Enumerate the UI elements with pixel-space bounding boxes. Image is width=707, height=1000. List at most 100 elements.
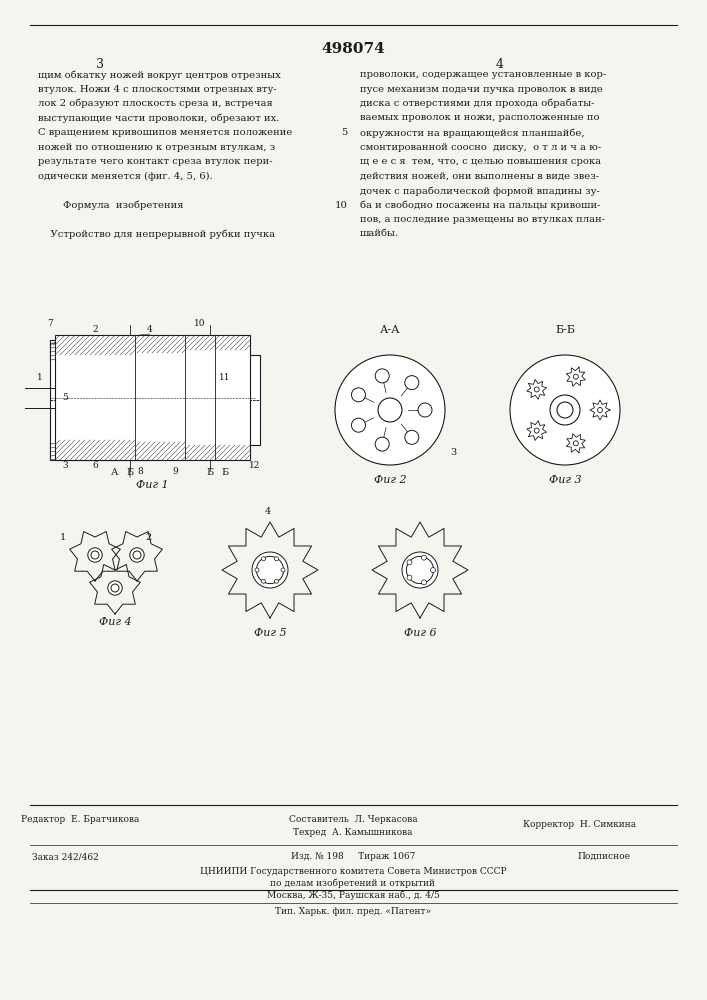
Circle shape <box>351 388 366 402</box>
Circle shape <box>375 437 390 451</box>
Text: пов, а последние размещены во втулках план-: пов, а последние размещены во втулках пл… <box>360 215 605 224</box>
Text: ба и свободно посажены на пальцы кривоши-: ба и свободно посажены на пальцы кривоши… <box>360 200 600 210</box>
Text: Устройство для непрерывной рубки пучка: Устройство для непрерывной рубки пучка <box>38 230 275 239</box>
Circle shape <box>351 418 366 432</box>
Text: Фиг 3: Фиг 3 <box>549 475 581 485</box>
Text: Фиг 5: Фиг 5 <box>254 628 286 638</box>
Text: 6: 6 <box>92 460 98 470</box>
Text: 2: 2 <box>145 533 151 542</box>
Text: 4: 4 <box>265 507 271 516</box>
Text: 5: 5 <box>62 393 68 402</box>
Text: 4: 4 <box>147 326 153 334</box>
Text: Б-Б: Б-Б <box>555 325 575 335</box>
Text: 3: 3 <box>450 448 456 457</box>
Text: С вращением кривошипов меняется положение: С вращением кривошипов меняется положени… <box>38 128 293 137</box>
Text: 3: 3 <box>96 58 104 71</box>
Circle shape <box>133 551 141 559</box>
Bar <box>150 345 210 455</box>
Text: Тип. Харьк. фил. пред. «Патент»: Тип. Харьк. фил. пред. «Патент» <box>275 907 431 916</box>
Text: действия ножей, они выполнены в виде звез-: действия ножей, они выполнены в виде зве… <box>360 172 599 180</box>
Circle shape <box>252 552 288 588</box>
Text: 12: 12 <box>250 460 261 470</box>
Text: Формула  изобретения: Формула изобретения <box>38 200 184 210</box>
Text: А-А: А-А <box>380 325 400 335</box>
Text: Редактор  Е. Братчикова: Редактор Е. Братчикова <box>21 815 139 824</box>
Text: Фиг 6: Фиг 6 <box>404 628 436 638</box>
Text: шайбы.: шайбы. <box>360 230 399 238</box>
Circle shape <box>111 584 119 592</box>
Text: ножей по отношению к отрезным втулкам, з: ножей по отношению к отрезным втулкам, з <box>38 142 275 151</box>
Circle shape <box>262 579 266 583</box>
Text: щ е е с я  тем, что, с целью повышения срока: щ е е с я тем, что, с целью повышения ср… <box>360 157 601 166</box>
Text: 11: 11 <box>219 373 230 382</box>
Text: Москва, Ж-35, Раушская наб., д. 4/5: Москва, Ж-35, Раушская наб., д. 4/5 <box>267 891 440 900</box>
Circle shape <box>378 398 402 422</box>
Circle shape <box>405 376 419 390</box>
Circle shape <box>130 548 144 562</box>
Text: 1: 1 <box>37 373 43 382</box>
Text: Составитель  Л. Черкасова: Составитель Л. Черкасова <box>288 815 417 824</box>
Text: Корректор  Н. Симкина: Корректор Н. Симкина <box>523 820 636 829</box>
Circle shape <box>262 557 266 561</box>
Circle shape <box>534 428 539 433</box>
Text: Фиг 1: Фиг 1 <box>136 480 169 490</box>
Text: по делам изобретений и открытий: по делам изобретений и открытий <box>271 879 436 888</box>
Circle shape <box>573 441 578 446</box>
Text: 5: 5 <box>341 128 348 137</box>
Text: Б: Б <box>206 468 214 477</box>
Circle shape <box>407 560 412 565</box>
Text: ваемых проволок и ножи, расположенные по: ваемых проволок и ножи, расположенные по <box>360 113 600 122</box>
Text: втулок. Ножи 4 с плоскостями отрезных вту-: втулок. Ножи 4 с плоскостями отрезных вт… <box>38 85 276 94</box>
Text: проволоки, содержащее установленные в кор-: проволоки, содержащее установленные в ко… <box>360 70 606 79</box>
Circle shape <box>91 551 99 559</box>
Text: Фиг 4: Фиг 4 <box>99 617 132 627</box>
Text: диска с отверстиями для прохода обрабаты-: диска с отверстиями для прохода обрабаты… <box>360 99 595 108</box>
Circle shape <box>335 355 445 465</box>
Bar <box>210 355 260 445</box>
Circle shape <box>88 548 103 562</box>
Text: лок 2 образуют плоскость среза и, встречая: лок 2 образуют плоскость среза и, встреч… <box>38 99 273 108</box>
Text: пусе механизм подачи пучка проволок в виде: пусе механизм подачи пучка проволок в ви… <box>360 85 603 94</box>
Text: одически меняется (фиг. 4, 5, 6).: одически меняется (фиг. 4, 5, 6). <box>38 172 213 181</box>
Circle shape <box>510 355 620 465</box>
Text: окружности на вращающейся планшайбе,: окружности на вращающейся планшайбе, <box>360 128 585 137</box>
Circle shape <box>573 374 578 379</box>
Circle shape <box>255 568 259 572</box>
Circle shape <box>550 395 580 425</box>
Circle shape <box>281 568 285 572</box>
Circle shape <box>421 555 426 560</box>
Circle shape <box>257 556 284 584</box>
Text: результате чего контакт среза втулок пери-: результате чего контакт среза втулок пер… <box>38 157 273 166</box>
Circle shape <box>402 552 438 588</box>
Text: Изд. № 198     Тираж 1067: Изд. № 198 Тираж 1067 <box>291 852 415 861</box>
Text: 3: 3 <box>62 460 68 470</box>
Circle shape <box>405 430 419 444</box>
Text: 7: 7 <box>47 318 53 328</box>
Circle shape <box>407 575 412 580</box>
Text: 10: 10 <box>194 318 206 328</box>
Text: 1: 1 <box>60 533 66 542</box>
Text: выступающие части проволоки, обрезают их.: выступающие части проволоки, обрезают их… <box>38 113 279 123</box>
Text: Техред  А. Камышникова: Техред А. Камышникова <box>293 828 413 837</box>
Text: щим обкатку ножей вокруг центров отрезных: щим обкатку ножей вокруг центров отрезны… <box>38 70 281 80</box>
Text: 498074: 498074 <box>321 42 385 56</box>
Text: Б: Б <box>221 468 228 477</box>
Text: Фиг 2: Фиг 2 <box>374 475 407 485</box>
Circle shape <box>407 556 433 584</box>
Bar <box>55 335 250 460</box>
Text: А: А <box>111 468 119 477</box>
Text: дочек с параболической формой впадины зу-: дочек с параболической формой впадины зу… <box>360 186 600 196</box>
Circle shape <box>274 557 279 561</box>
Circle shape <box>375 369 390 383</box>
Circle shape <box>534 387 539 392</box>
Text: 8: 8 <box>137 468 143 477</box>
Text: смонтированной соосно  диску,  о т л и ч а ю-: смонтированной соосно диску, о т л и ч а… <box>360 142 601 151</box>
Circle shape <box>421 580 426 585</box>
Circle shape <box>597 408 602 412</box>
Text: 2: 2 <box>92 326 98 334</box>
Text: 4: 4 <box>496 58 504 71</box>
Bar <box>50 340 150 460</box>
Circle shape <box>107 581 122 595</box>
Text: Заказ 242/462: Заказ 242/462 <box>32 852 98 861</box>
Text: 9: 9 <box>172 468 178 477</box>
